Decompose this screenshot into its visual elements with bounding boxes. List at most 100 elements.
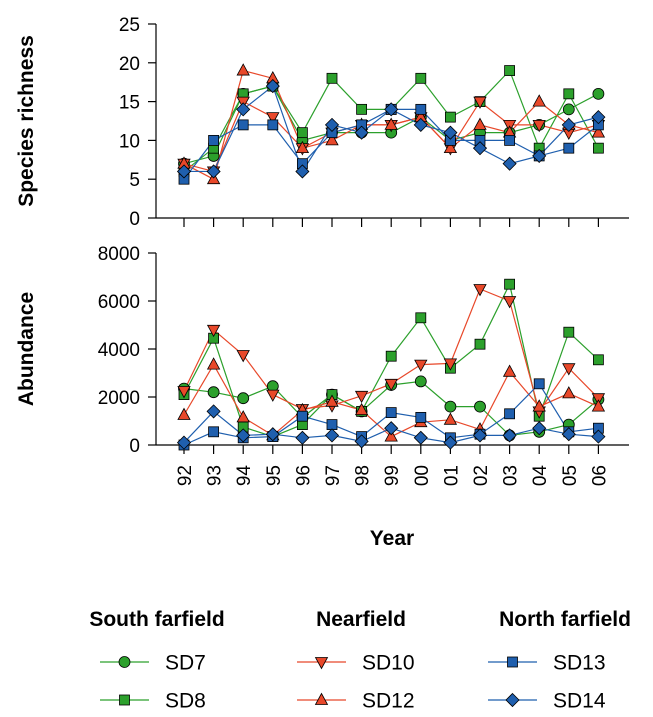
legend-group-title-near: Nearfield — [316, 608, 406, 631]
abundance-point-sd10-00 — [414, 359, 428, 372]
legend-entry-sd14: SD14 — [488, 690, 606, 713]
richness-point-sd8-03 — [504, 65, 516, 76]
richness-point-sd14-06 — [591, 110, 606, 125]
abundance-y-tick-label: 0 — [129, 436, 140, 457]
legend-marker-sd12 — [314, 692, 329, 705]
year-tick-label-05: 05 — [560, 465, 581, 486]
legend-group-title-south: South farfield — [89, 608, 224, 631]
richness-point-sd14-97 — [324, 117, 340, 132]
richness-y-tick-label: 25 — [119, 15, 140, 36]
abundance-point-sd12-98 — [354, 402, 369, 416]
abundance-point-sd12-93 — [206, 357, 221, 370]
legend-marker-sd14 — [505, 692, 520, 708]
abundance-point-sd10-98 — [354, 390, 369, 404]
legend-marker-sd7 — [118, 656, 131, 668]
richness-point-sd10-95 — [266, 112, 280, 125]
abundance-point-sd8-05 — [563, 326, 575, 338]
richness-point-sd14-92 — [176, 164, 192, 179]
abundance-point-sd12-92 — [177, 407, 191, 420]
richness-point-sd14-95 — [265, 79, 280, 94]
abundance-point-sd13-03 — [504, 408, 516, 420]
richness-point-sd13-94 — [237, 119, 249, 131]
richness-point-sd10-02 — [473, 96, 487, 109]
richness-point-sd13-00 — [415, 103, 427, 115]
abundance-point-sd8-06 — [593, 354, 604, 366]
richness-point-sd14-04 — [532, 148, 547, 163]
abundance-point-sd10-02 — [473, 284, 487, 297]
abundance-point-sd12-05 — [562, 386, 576, 399]
abundance-y-ticks: 0 2000 4000 6000 8000 — [98, 244, 156, 457]
abundance-point-sd14-04 — [532, 421, 547, 436]
abundance-point-sd14-05 — [561, 427, 576, 442]
richness-point-sd14-93 — [206, 164, 221, 179]
x-axis-title: Year — [370, 527, 414, 550]
legend-group-title-north: North farfield — [499, 608, 631, 631]
richness-point-sd8-98 — [356, 103, 368, 115]
legend-entry-sd12: SD12 — [297, 690, 415, 713]
abundance-point-sd14-94 — [236, 428, 251, 443]
richness-y-tick-label: 15 — [119, 93, 140, 114]
abundance-plot-area — [176, 278, 606, 451]
abundance-point-sd13-97 — [326, 419, 338, 431]
year-tick-label-94: 94 — [234, 465, 255, 487]
abundance-point-sd10-99 — [384, 378, 398, 392]
abundance-point-sd12-01 — [443, 412, 458, 425]
abundance-point-sd14-92 — [176, 435, 192, 450]
richness-point-sd8-05 — [563, 88, 575, 100]
abundance-point-sd14-95 — [265, 427, 280, 442]
legend-label-sd8: SD8 — [165, 690, 206, 713]
richness-point-sd12-99 — [384, 117, 398, 130]
richness-point-sd14-01 — [443, 125, 458, 140]
richness-point-sd7-05 — [562, 103, 575, 116]
abundance-point-sd8-02 — [474, 338, 486, 350]
richness-point-sd14-00 — [413, 117, 428, 132]
year-tick-label-99: 99 — [382, 465, 403, 486]
abundance-point-sd14-06 — [591, 429, 606, 444]
abundance-point-sd13-00 — [415, 411, 427, 423]
abundance-point-sd8-99 — [385, 350, 397, 362]
abundance-point-sd7-02 — [474, 400, 486, 413]
abundance-point-sd10-06 — [591, 393, 606, 406]
abundance-point-sd12-03 — [502, 364, 517, 377]
year-tick-label-02: 02 — [471, 465, 492, 486]
abundance-point-sd13-96 — [296, 410, 308, 422]
abundance-point-sd13-93 — [208, 426, 220, 438]
abundance-y-axis-title: Abundance — [15, 292, 38, 406]
abundance-point-sd10-94 — [236, 350, 250, 363]
abundance-point-sd10-01 — [443, 358, 458, 371]
legend-label-sd13: SD13 — [553, 652, 606, 675]
richness-point-sd14-05 — [561, 117, 576, 132]
abundance-point-sd7-94 — [237, 392, 250, 405]
richness-point-sd8-01 — [444, 111, 456, 123]
abundance-point-sd8-03 — [504, 278, 516, 290]
legend-marker-sd10 — [314, 657, 329, 670]
legend-label-sd12: SD12 — [362, 690, 415, 713]
year-tick-label-97: 97 — [323, 465, 344, 486]
richness-point-sd12-94 — [236, 63, 250, 76]
richness-y-tick-label: 10 — [119, 131, 140, 152]
abundance-point-sd12-04 — [532, 399, 546, 412]
abundance-point-sd14-96 — [295, 430, 310, 445]
richness-point-sd7-06 — [592, 87, 605, 100]
abundance-point-sd10-93 — [206, 324, 221, 338]
richness-point-sd8-00 — [415, 72, 427, 84]
legend-label-sd10: SD10 — [362, 652, 415, 675]
richness-point-sd10-04 — [532, 119, 546, 133]
abundance-y-tick-label: 4000 — [98, 340, 140, 361]
abundance-point-sd14-02 — [472, 428, 488, 443]
legend-marker-sd13 — [507, 656, 518, 668]
legend-label-sd7: SD7 — [165, 652, 206, 675]
abundance-point-sd13-99 — [385, 407, 397, 419]
richness-point-sd13-95 — [267, 119, 279, 131]
legend-entry-sd8: SD8 — [100, 690, 206, 713]
richness-point-sd12-06 — [591, 125, 606, 138]
abundance-x-ticks — [183, 445, 600, 454]
abundance-point-sd8-00 — [415, 312, 427, 324]
abundance-point-sd14-98 — [354, 434, 369, 449]
richness-point-sd14-02 — [472, 141, 488, 156]
richness-y-tick-label: 5 — [129, 170, 140, 191]
abundance-point-sd10-03 — [502, 296, 517, 309]
abundance-panel: 0 2000 4000 6000 8000 92 93 94 95 96 97 98 99 00 01 02… — [15, 244, 629, 550]
abundance-point-sd10-92 — [177, 386, 191, 399]
